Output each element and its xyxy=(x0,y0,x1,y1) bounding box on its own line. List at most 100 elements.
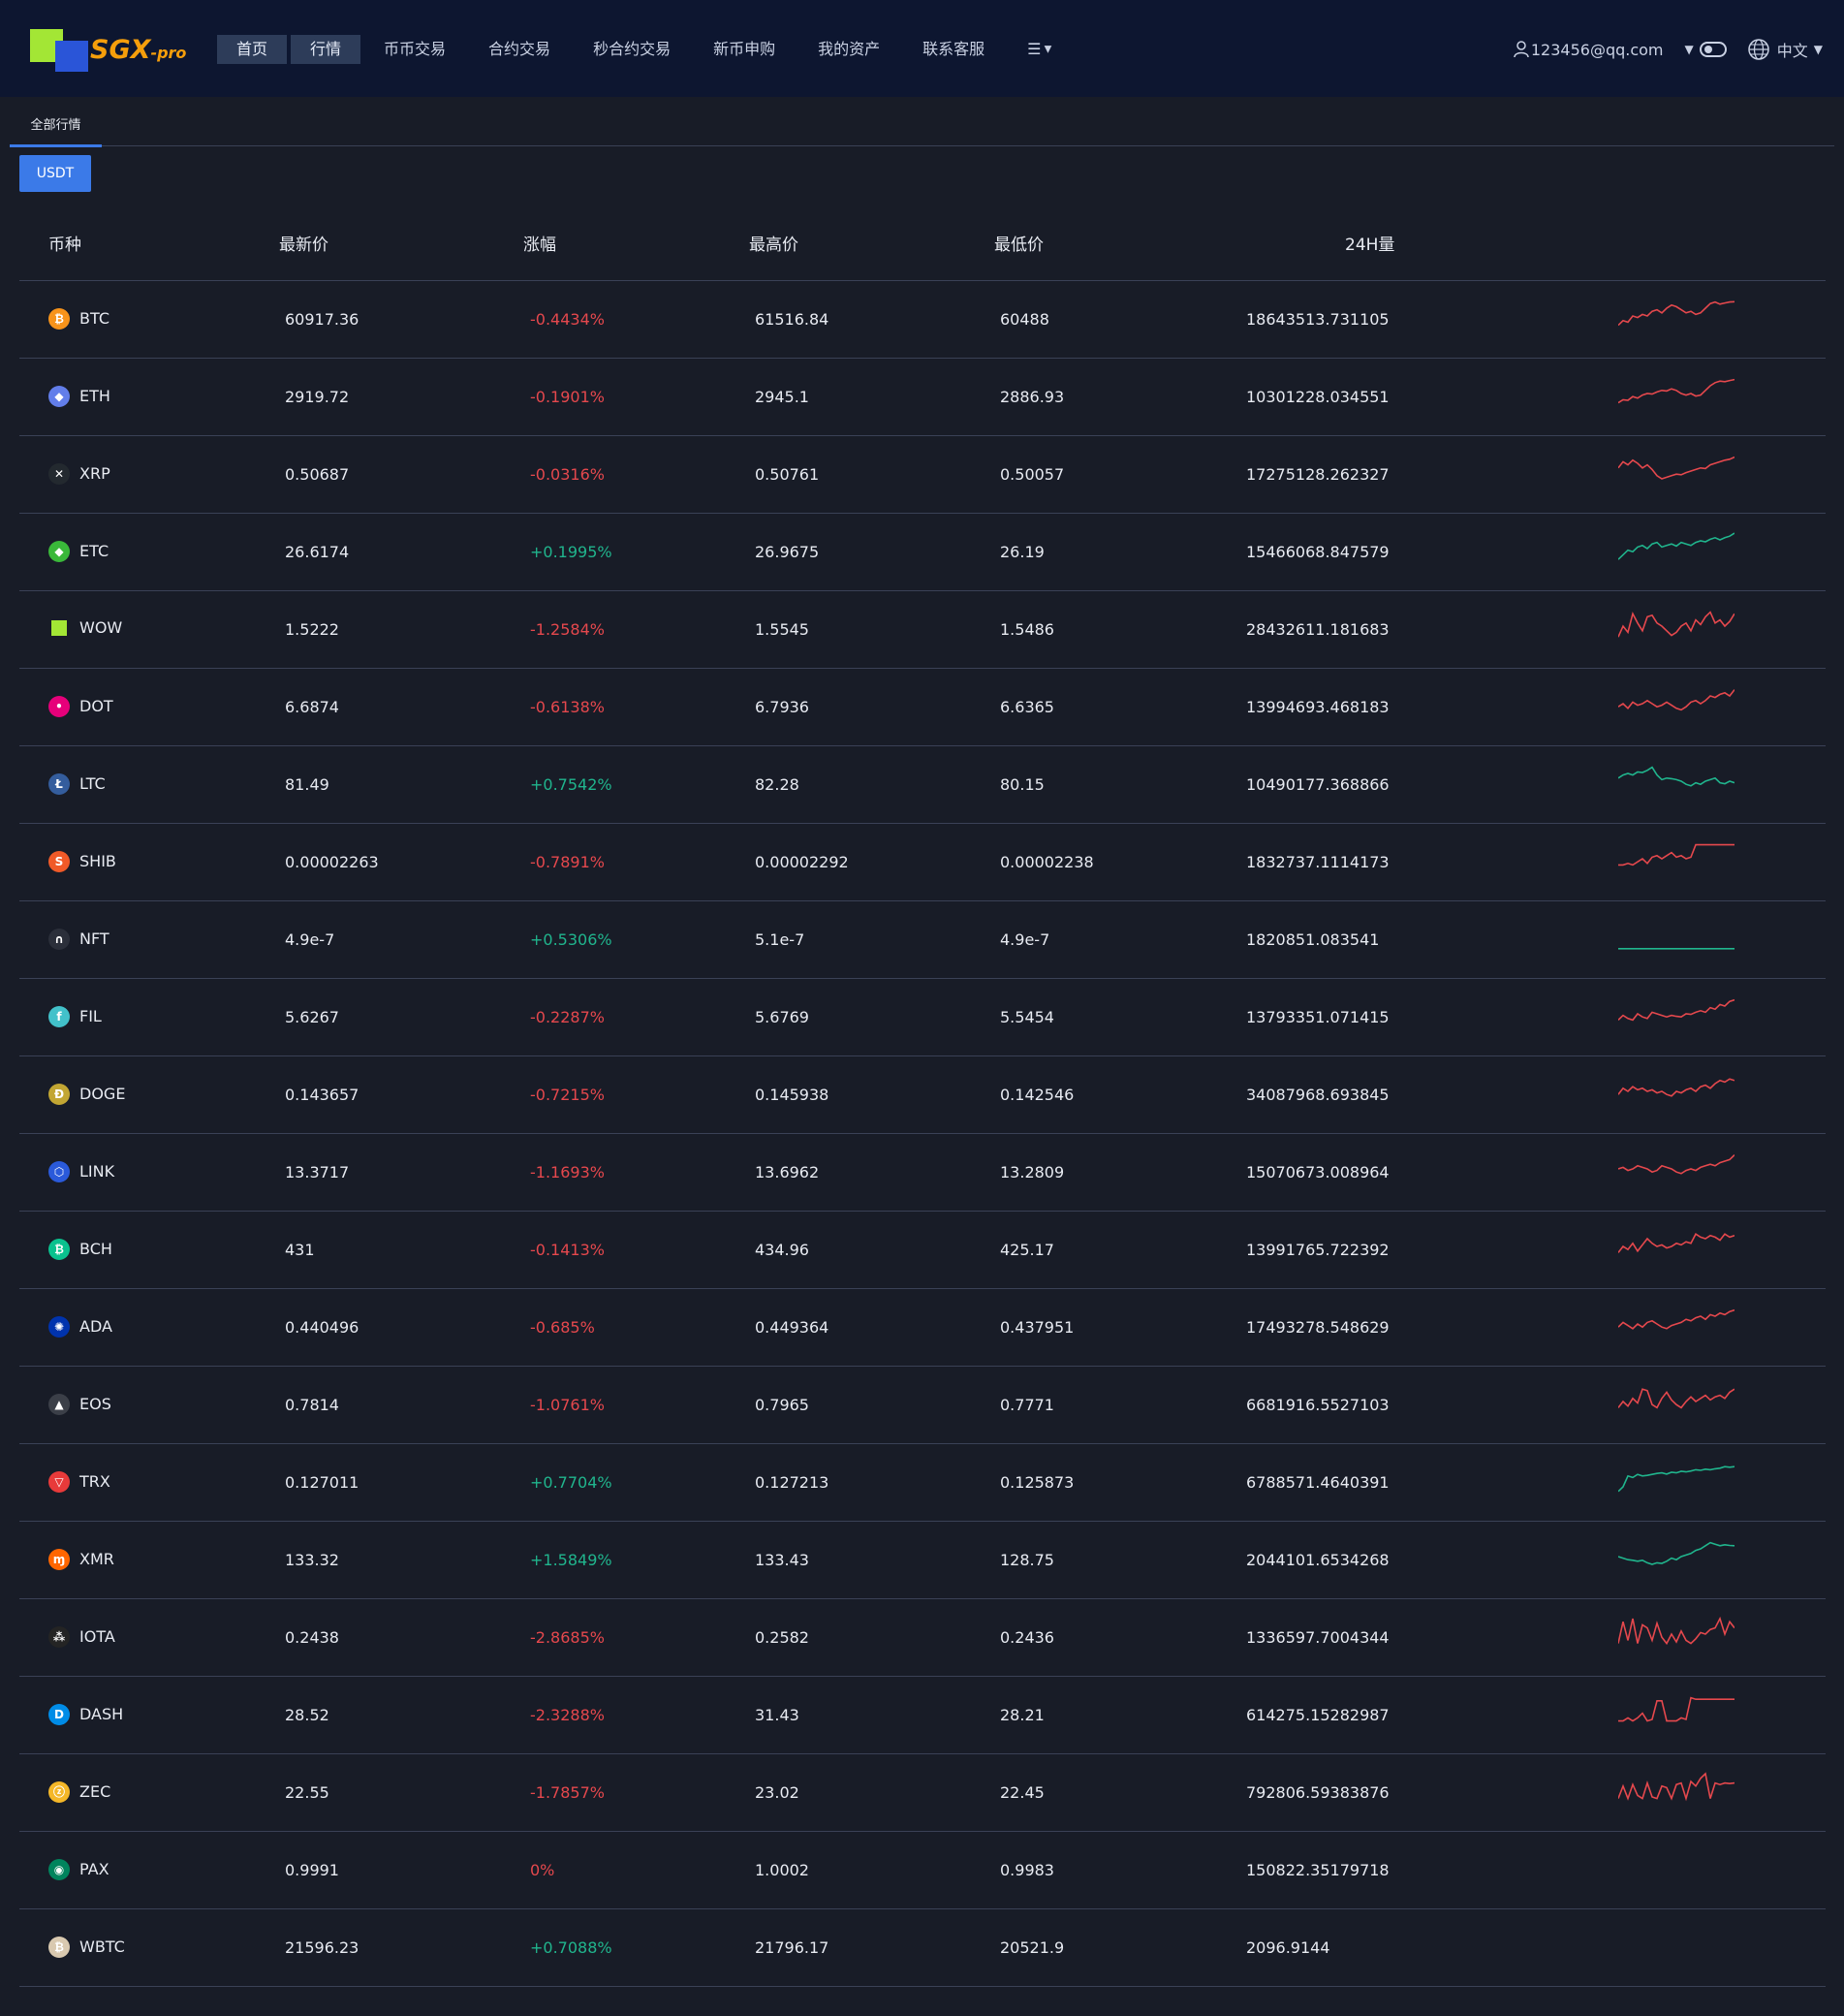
table-row[interactable]: ◆ ETC 26.6174 +0.1995% 26.9675 26.19 15466068.… xyxy=(19,514,1826,591)
table-row[interactable]: ◆ ETH 2919.72 -0.1901% 2945.1 2886.93 10301228… xyxy=(19,359,1826,436)
sparkline-chart xyxy=(1618,456,1735,480)
coin-symbol: ZEC xyxy=(79,1782,111,1801)
last-price: 431 xyxy=(285,1241,315,1259)
low-price: 80.15 xyxy=(1000,775,1045,794)
price-change: -0.7891% xyxy=(530,853,605,871)
sparkline-chart xyxy=(1618,1541,1735,1565)
table-row[interactable]: ▲ EOS 0.7814 -1.0761% 0.7965 0.7771 6681916.55… xyxy=(19,1367,1826,1444)
price-change: -0.685% xyxy=(530,1318,595,1337)
theme-toggle[interactable] xyxy=(1699,42,1727,57)
table-row[interactable]: Ł LTC 81.49 +0.7542% 82.28 80.15 10490177.3688… xyxy=(19,746,1826,824)
table-row[interactable]: ✺ ADA 0.440496 -0.685% 0.449364 0.437951 17493… xyxy=(19,1289,1826,1367)
table-row[interactable]: ₿ BCH 431 -0.1413% 434.96 425.17 13991765.7223… xyxy=(19,1212,1826,1289)
sparkline-chart xyxy=(1618,1078,1735,1097)
sparkline-chart xyxy=(1618,611,1735,638)
table-row[interactable]: D DASH 28.52 -2.3288% 31.43 28.21 614275.15282… xyxy=(19,1677,1826,1754)
nav-item-2[interactable]: 币币交易 xyxy=(384,40,447,58)
price-change: -0.0316% xyxy=(530,465,605,484)
language-label: 中文 xyxy=(1776,42,1808,60)
coin-icon: ⓩ xyxy=(48,1781,70,1803)
header-high: 最高价 xyxy=(749,236,798,255)
coin-cell: ◆ ETH xyxy=(48,386,110,407)
header-volume: 24H量 xyxy=(1345,236,1395,255)
logo-square-blue xyxy=(55,41,88,72)
coin-icon: ₿ xyxy=(48,1239,70,1260)
high-price: 23.02 xyxy=(755,1783,799,1802)
coin-icon: ◆ xyxy=(48,541,70,562)
market-table: 币种 最新价 涨幅 最高价 最低价 24H量 ₿ BTC 60917.36 -0.44… xyxy=(19,204,1826,1987)
volume-24h: 15070673.008964 xyxy=(1246,1163,1390,1181)
chevron-down-icon[interactable]: ▼ xyxy=(1684,43,1694,56)
nav-item-6[interactable]: 我的资产 xyxy=(818,40,881,58)
coin-icon: Ł xyxy=(48,773,70,795)
brand-logo[interactable]: SGX-pro xyxy=(30,29,210,72)
sparkline-line xyxy=(1618,998,1735,1022)
coin-icon: ⬡ xyxy=(48,1161,70,1182)
coin-symbol: DOT xyxy=(79,697,113,715)
volume-24h: 18643513.731105 xyxy=(1246,310,1390,329)
coin-cell: ▽ TRX xyxy=(48,1471,110,1493)
table-row[interactable]: • DOT 6.6874 -0.6138% 6.7936 6.6365 13994693.4… xyxy=(19,669,1826,746)
tab-all-markets[interactable]: 全部行情 xyxy=(10,112,102,147)
coin-icon xyxy=(51,620,67,636)
sparkline-line xyxy=(1618,843,1735,866)
sparkline-chart xyxy=(1618,378,1735,404)
coin-symbol: ADA xyxy=(79,1317,112,1336)
high-price: 26.9675 xyxy=(755,543,820,561)
more-menu-button[interactable]: ☰ ▼ xyxy=(1008,35,1071,64)
coin-cell: S SHIB xyxy=(48,851,116,872)
coin-cell: ⬡ LINK xyxy=(48,1161,114,1182)
sparkline-line xyxy=(1618,689,1735,711)
sparkline-chart xyxy=(1618,1233,1735,1253)
nav-item-5[interactable]: 新币申购 xyxy=(713,40,776,58)
sparkline-chart xyxy=(1618,1388,1735,1409)
nav-item-4[interactable]: 秒合约交易 xyxy=(593,40,672,58)
volume-24h: 10301228.034551 xyxy=(1246,388,1390,406)
price-change: +0.7704% xyxy=(530,1473,612,1492)
last-price: 28.52 xyxy=(285,1706,329,1724)
table-row[interactable]: ₿ WBTC 21596.23 +0.7088% 21796.17 20521.9 2096… xyxy=(19,1909,1826,1987)
low-price: 6.6365 xyxy=(1000,698,1054,716)
volume-24h: 1820851.083541 xyxy=(1246,930,1380,949)
table-body: ₿ BTC 60917.36 -0.4434% 61516.84 60488 1864351… xyxy=(19,281,1826,1987)
low-price: 0.00002238 xyxy=(1000,853,1094,871)
table-row[interactable]: ▽ TRX 0.127011 +0.7704% 0.127213 0.125873 6788… xyxy=(19,1444,1826,1522)
volume-24h: 13793351.071415 xyxy=(1246,1008,1390,1026)
volume-24h: 6788571.4640391 xyxy=(1246,1473,1390,1492)
price-change: -1.1693% xyxy=(530,1163,605,1181)
coin-icon: ✕ xyxy=(48,463,70,485)
nav-item-0[interactable]: 首页 xyxy=(217,35,288,64)
nav-item-3[interactable]: 合约交易 xyxy=(488,40,551,58)
table-row[interactable]: S SHIB 0.00002263 -0.7891% 0.00002292 0.00002… xyxy=(19,824,1826,901)
low-price: 0.7771 xyxy=(1000,1396,1054,1414)
high-price: 5.6769 xyxy=(755,1008,809,1026)
last-price: 21596.23 xyxy=(285,1938,359,1957)
table-row[interactable]: ɱ XMR 133.32 +1.5849% 133.43 128.75 2044101.65… xyxy=(19,1522,1826,1599)
language-selector[interactable]: 中文 ▼ xyxy=(1748,38,1823,61)
coin-symbol: WBTC xyxy=(79,1937,125,1956)
sparkline-chart xyxy=(1618,300,1735,327)
table-row[interactable]: ⁂ IOTA 0.2438 -2.8685% 0.2582 0.2436 1336597.7… xyxy=(19,1599,1826,1677)
table-row[interactable]: ⓩ ZEC 22.55 -1.7857% 23.02 22.45 792806.593838… xyxy=(19,1754,1826,1832)
price-change: 0% xyxy=(530,1861,555,1879)
table-row[interactable]: ✕ XRP 0.50687 -0.0316% 0.50761 0.50057 1727512… xyxy=(19,436,1826,514)
low-price: 1.5486 xyxy=(1000,620,1054,639)
quote-filter-usdt[interactable]: USDT xyxy=(19,155,91,192)
last-price: 1.5222 xyxy=(285,620,339,639)
table-row[interactable]: ⬡ LINK 13.3717 -1.1693% 13.6962 13.2809 150706… xyxy=(19,1134,1826,1212)
user-account-link[interactable]: 123456@qq.com xyxy=(1514,41,1664,59)
table-row[interactable]: ◉ PAX 0.9991 0% 1.0002 0.9983 150822.35179718 xyxy=(19,1832,1826,1909)
sparkline-chart xyxy=(1618,998,1735,1022)
sparkline-chart xyxy=(1618,1696,1735,1722)
table-row[interactable]: f FIL 5.6267 -0.2287% 5.6769 5.5454 13793351.0… xyxy=(19,979,1826,1056)
volume-24h: 34087968.693845 xyxy=(1246,1086,1390,1104)
volume-24h: 13991765.722392 xyxy=(1246,1241,1390,1259)
nav-item-1[interactable]: 行情 xyxy=(291,35,361,64)
high-price: 0.449364 xyxy=(755,1318,829,1337)
coin-symbol: BCH xyxy=(79,1240,112,1258)
table-row[interactable]: ₿ BTC 60917.36 -0.4434% 61516.84 60488 1864351… xyxy=(19,281,1826,359)
table-row[interactable]: ∩ NFT 4.9e-7 +0.5306% 5.1e-7 4.9e-7 1820851.08… xyxy=(19,901,1826,979)
table-row[interactable]: Ð DOGE 0.143657 -0.7215% 0.145938 0.142546 340… xyxy=(19,1056,1826,1134)
table-row[interactable]: WOW 1.5222 -1.2584% 1.5545 1.5486 28432611.18… xyxy=(19,591,1826,669)
nav-item-7[interactable]: 联系客服 xyxy=(922,40,985,58)
